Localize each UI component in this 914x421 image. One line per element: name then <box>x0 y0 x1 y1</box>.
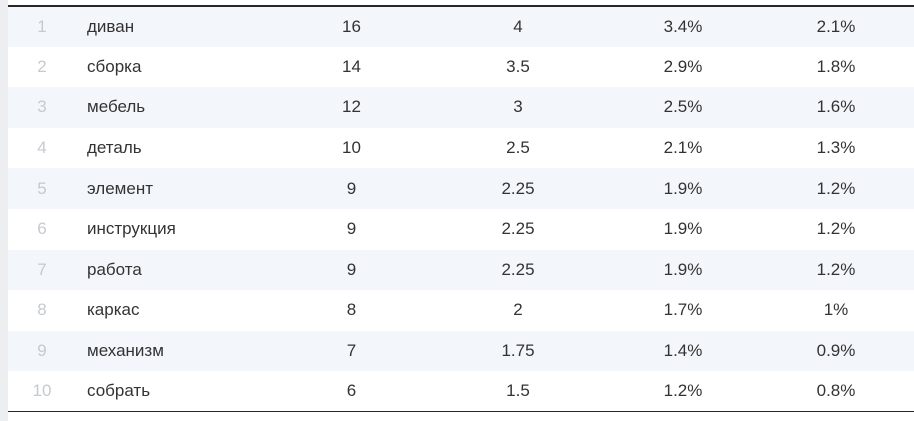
keyword-cell: инструкция <box>87 219 176 239</box>
table-row: 7 работа 9 2.25 1.9% 1.2% <box>8 249 914 291</box>
count-cell: 8 <box>346 300 357 320</box>
rank-cell: 2 <box>37 56 47 76</box>
percent1-cell: 1.9% <box>663 259 703 279</box>
percent2-cell: 1% <box>823 300 849 320</box>
value-cell: 2.25 <box>501 219 535 239</box>
percent1-cell: 3.4% <box>663 16 703 36</box>
percent2-cell: 0.9% <box>816 341 856 361</box>
count-cell: 9 <box>346 178 357 198</box>
percent2-cell: 1.2% <box>816 259 856 279</box>
rank-cell: 4 <box>37 138 47 158</box>
percent2-cell: 1.2% <box>816 178 856 198</box>
value-cell: 2.25 <box>501 178 535 198</box>
rank-cell: 5 <box>37 178 47 198</box>
percent1-cell: 1.7% <box>663 300 703 320</box>
table-row: 3 мебель 12 3 2.5% 1.6% <box>8 87 914 128</box>
percent1-cell: 1.2% <box>663 381 703 401</box>
count-cell: 9 <box>346 259 357 279</box>
table-row: 10 собрать 6 1.5 1.2% 0.8% <box>8 371 914 412</box>
count-cell: 7 <box>346 341 357 361</box>
count-cell: 16 <box>342 16 361 36</box>
rank-cell: 1 <box>37 16 47 36</box>
percent2-cell: 1.6% <box>816 97 856 117</box>
rank-cell: 7 <box>37 259 47 279</box>
keyword-cell: сборка <box>87 56 142 76</box>
count-cell: 14 <box>342 56 361 76</box>
percent1-cell: 1.9% <box>663 219 703 239</box>
table-row: 5 элемент 9 2.25 1.9% 1.2% <box>8 168 914 209</box>
table-row: 8 каркас 8 2 1.7% 1% <box>8 290 914 331</box>
keyword-cell: механизм <box>87 341 164 361</box>
count-cell: 9 <box>346 219 357 239</box>
keyword-stats-table: 1 диван 16 4 3.4% 2.1% 2 сборка 14 3.5 2… <box>8 5 914 413</box>
percent2-cell: 0.8% <box>816 381 856 401</box>
percent2-cell: 1.2% <box>816 219 856 239</box>
percent2-cell: 1.3% <box>816 138 856 158</box>
percent2-cell: 1.8% <box>816 56 856 76</box>
value-cell: 2.5 <box>506 138 530 158</box>
percent1-cell: 2.9% <box>663 56 703 76</box>
keyword-table-container: 1 диван 16 4 3.4% 2.1% 2 сборка 14 3.5 2… <box>8 5 914 413</box>
count-cell: 10 <box>342 138 361 158</box>
keyword-cell: работа <box>87 259 142 279</box>
table-row: 6 инструкция 9 2.25 1.9% 1.2% <box>8 208 914 250</box>
value-cell: 3.5 <box>506 56 530 76</box>
rank-cell: 9 <box>37 341 47 361</box>
percent1-cell: 2.1% <box>663 138 703 158</box>
count-cell: 6 <box>346 381 357 401</box>
percent2-cell: 2.1% <box>816 16 856 36</box>
rank-cell: 10 <box>32 381 52 401</box>
value-cell: 3 <box>513 97 523 117</box>
value-cell: 1.75 <box>501 341 535 361</box>
keyword-cell: диван <box>87 16 135 36</box>
rank-cell: 6 <box>37 219 47 239</box>
percent1-cell: 1.9% <box>663 178 703 198</box>
value-cell: 4 <box>513 16 523 36</box>
keyword-cell: собрать <box>87 381 151 401</box>
percent1-cell: 1.4% <box>663 341 703 361</box>
keyword-cell: каркас <box>87 300 140 320</box>
rank-cell: 3 <box>37 97 47 117</box>
value-cell: 2.25 <box>501 259 535 279</box>
value-cell: 1.5 <box>506 381 530 401</box>
table-row: 1 диван 16 4 3.4% 2.1% <box>8 6 914 47</box>
table-row: 4 деталь 10 2.5 2.1% 1.3% <box>8 127 914 169</box>
value-cell: 2 <box>513 300 523 320</box>
rank-cell: 8 <box>37 300 47 320</box>
keyword-cell: элемент <box>87 178 153 198</box>
keyword-cell: мебель <box>87 97 146 117</box>
percent1-cell: 2.5% <box>663 97 703 117</box>
table-row: 9 механизм 7 1.75 1.4% 0.9% <box>8 330 914 372</box>
page-left-margin <box>0 0 8 421</box>
keyword-cell: деталь <box>87 138 142 158</box>
table-row: 2 сборка 14 3.5 2.9% 1.8% <box>8 46 914 88</box>
count-cell: 12 <box>342 97 361 117</box>
